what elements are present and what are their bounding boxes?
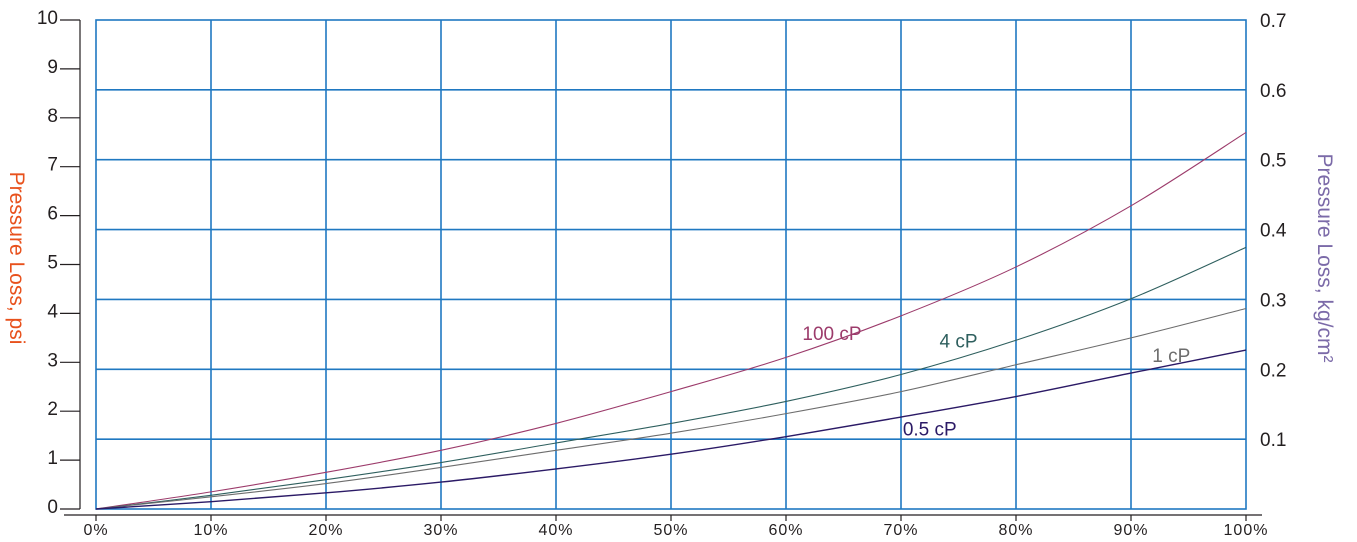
series xyxy=(95,132,1247,510)
series-label-1-cp: 1 cP xyxy=(1152,346,1190,367)
left-axis-title: Pressure Loss, psi xyxy=(5,172,28,345)
series-line-0-5-cp xyxy=(95,349,1247,510)
left-tick-label: 1 xyxy=(47,448,58,469)
series-label-4-cp: 4 cP xyxy=(939,331,977,352)
series-labels: 100 cP 4 cP 1 cP 0.5 cP xyxy=(802,324,1190,440)
series-line-1-cp xyxy=(95,307,1247,510)
left-tick-label: 5 xyxy=(47,253,58,274)
x-tick-label: 100% xyxy=(1224,522,1269,539)
left-tick-label: 3 xyxy=(47,350,58,371)
x-tick-label: 10% xyxy=(193,522,228,539)
x-axis: 0% 10% 20% 30% 40% 50% 60% 70% 80% 90% 100% xyxy=(64,514,1269,539)
x-tick-label: 90% xyxy=(1113,522,1148,539)
right-tick-label: 0.2 xyxy=(1260,360,1286,381)
right-tick-label: 0.4 xyxy=(1260,221,1287,242)
x-tick-label: 70% xyxy=(883,522,918,539)
series-line-100-cp xyxy=(95,132,1247,510)
x-tick-label: 80% xyxy=(998,522,1033,539)
left-y-axis: 0 1 2 3 4 5 6 7 8 9 10 xyxy=(37,8,81,518)
series-label-100-cp: 100 cP xyxy=(802,324,861,345)
x-tick-label: 0% xyxy=(83,522,108,539)
right-tick-label: 0.7 xyxy=(1260,11,1286,32)
left-tick-label: 8 xyxy=(47,106,58,127)
x-tick-label: 60% xyxy=(768,522,803,539)
right-tick-label: 0.5 xyxy=(1260,151,1286,172)
left-tick-label: 9 xyxy=(47,57,58,78)
x-tick-label: 50% xyxy=(653,522,688,539)
right-axis-title: Pressure Loss, kg/cm² xyxy=(1313,154,1336,363)
grid xyxy=(95,19,1247,510)
left-tick-label: 4 xyxy=(47,301,58,322)
series-line-4-cp xyxy=(95,246,1247,510)
left-tick-label: 2 xyxy=(47,399,58,420)
left-tick-label: 7 xyxy=(47,155,58,176)
left-tick-label: 10 xyxy=(37,8,58,29)
right-y-axis: 0.1 0.2 0.3 0.4 0.5 0.6 0.7 xyxy=(1260,11,1287,451)
left-tick-label: 0 xyxy=(47,497,58,518)
x-tick-label: 20% xyxy=(308,522,343,539)
right-tick-label: 0.3 xyxy=(1260,290,1286,311)
x-tick-label: 30% xyxy=(423,522,458,539)
right-tick-label: 0.6 xyxy=(1260,81,1286,102)
right-tick-label: 0.1 xyxy=(1260,430,1286,451)
left-tick-label: 6 xyxy=(47,204,58,225)
x-tick-label: 40% xyxy=(538,522,573,539)
series-label-0-5-cp: 0.5 cP xyxy=(903,419,957,440)
